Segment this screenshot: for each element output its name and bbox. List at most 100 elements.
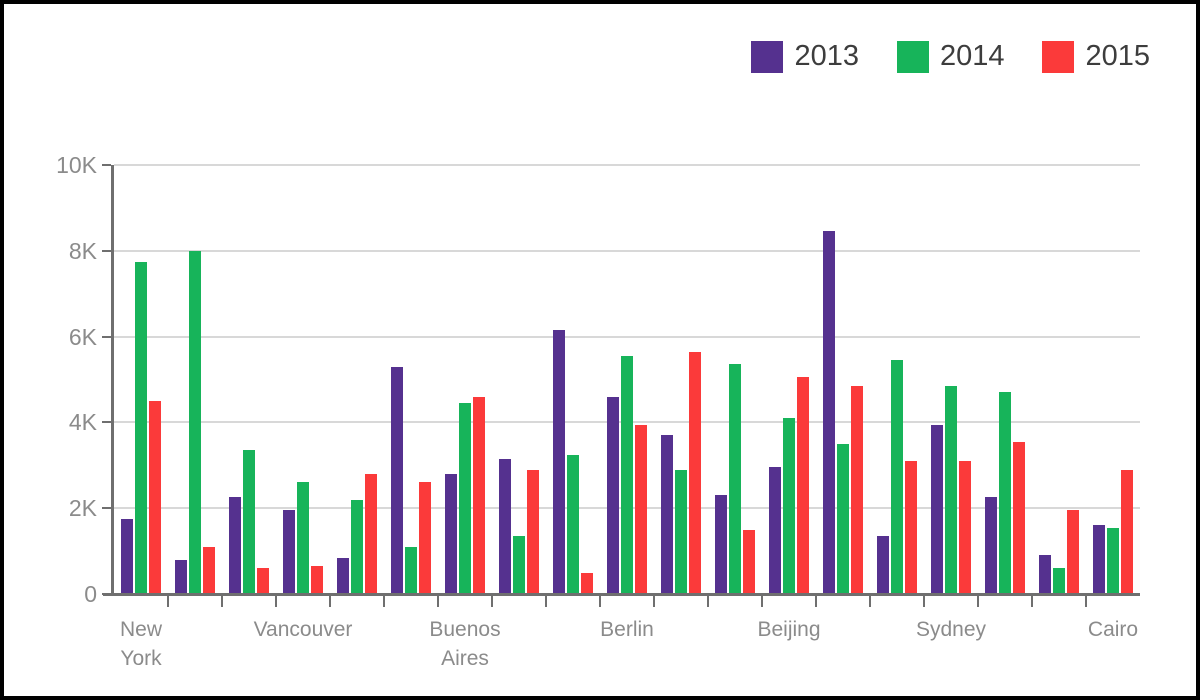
bar-2014-New York[interactable]: [135, 262, 147, 594]
bar-2014-Sydney[interactable]: [945, 386, 957, 594]
bar-2014-col-15[interactable]: [891, 360, 903, 594]
bar-2013-col-15[interactable]: [877, 536, 889, 594]
bar-2013-Beijing[interactable]: [769, 467, 781, 594]
bar-2013-col-14[interactable]: [823, 231, 835, 594]
category-group-col-6: [384, 165, 438, 594]
bar-2014-col-17[interactable]: [999, 392, 1011, 594]
bar-2014-Beijing[interactable]: [783, 418, 795, 594]
legend-swatch-2013: [751, 40, 784, 73]
legend-label-2015: 2015: [1085, 40, 1150, 72]
x-axis-line: [103, 593, 1140, 596]
bar-2014-col-2[interactable]: [189, 251, 201, 594]
category-group-col-8: [492, 165, 546, 594]
category-group-Cairo: [1086, 165, 1140, 594]
bar-2015-Beijing[interactable]: [797, 377, 809, 594]
x-axis-tick-7: [491, 596, 493, 607]
bar-2015-New York[interactable]: [149, 401, 161, 594]
x-axis-tick-4: [329, 596, 331, 607]
x-axis-label-Buenos Aires: Buenos Aires: [429, 618, 501, 670]
bar-2013-col-18[interactable]: [1039, 555, 1051, 594]
bar-2013-col-9[interactable]: [553, 330, 565, 594]
x-axis-tick-13: [815, 596, 817, 607]
legend-item-2014[interactable]: 2014: [896, 40, 1005, 73]
bar-2015-col-9[interactable]: [581, 573, 593, 594]
bar-2014-Vancouver[interactable]: [297, 482, 309, 594]
x-axis-label-New York: New York: [119, 618, 162, 670]
x-axis-tick-9: [599, 596, 601, 607]
y-axis-label-4K: 4K: [68, 409, 97, 436]
bar-2013-New York[interactable]: [121, 519, 133, 594]
bar-2015-col-3[interactable]: [257, 568, 269, 594]
bar-2014-col-14[interactable]: [837, 444, 849, 594]
bar-2014-col-18[interactable]: [1053, 568, 1065, 594]
x-axis-label-Sydney: Sydney: [915, 618, 987, 641]
y-axis-label-6K: 6K: [68, 323, 97, 350]
bar-2014-col-3[interactable]: [243, 450, 255, 594]
bar-2014-Cairo[interactable]: [1107, 528, 1119, 594]
category-group-col-12: [708, 165, 762, 594]
bar-2013-col-17[interactable]: [985, 497, 997, 594]
bar-2013-col-2[interactable]: [175, 560, 187, 594]
bar-2015-Cairo[interactable]: [1121, 470, 1133, 594]
x-axis-label-Cairo: Cairo: [1087, 618, 1139, 641]
bar-2013-Buenos Aires[interactable]: [445, 474, 457, 594]
bar-2015-Buenos Aires[interactable]: [473, 397, 485, 594]
legend-item-2013[interactable]: 2013: [751, 40, 859, 73]
y-axis-tick-6K: [102, 335, 111, 338]
bar-2013-col-5[interactable]: [337, 558, 349, 594]
category-group-Vancouver: [276, 165, 330, 594]
bar-2013-col-11[interactable]: [661, 435, 673, 594]
category-group-col-3: [222, 165, 276, 594]
bar-2015-Berlin[interactable]: [635, 425, 647, 594]
bar-2013-col-6[interactable]: [391, 367, 403, 594]
bar-2015-col-14[interactable]: [851, 386, 863, 594]
bar-2013-col-8[interactable]: [499, 459, 511, 594]
bar-2014-Buenos Aires[interactable]: [459, 403, 471, 594]
bar-2015-col-11[interactable]: [689, 352, 701, 594]
bar-2013-col-12[interactable]: [715, 495, 727, 594]
x-axis-tick-17: [1031, 596, 1033, 607]
bar-2015-col-8[interactable]: [527, 470, 539, 594]
bar-2013-col-3[interactable]: [229, 497, 241, 594]
x-axis-tick-8: [545, 596, 547, 607]
x-axis-label-Beijing: Beijing: [757, 618, 821, 641]
y-axis-label-10K: 10K: [56, 152, 97, 178]
bar-2013-Berlin[interactable]: [607, 397, 619, 594]
y-axis-line: [111, 165, 114, 596]
bar-2015-col-12[interactable]: [743, 530, 755, 594]
bar-2013-Cairo[interactable]: [1093, 525, 1105, 594]
bar-2014-Berlin[interactable]: [621, 356, 633, 594]
legend-item-2015[interactable]: 2015: [1042, 40, 1150, 73]
bar-2014-col-8[interactable]: [513, 536, 525, 594]
legend-label-2014: 2014: [939, 40, 1005, 72]
bar-2014-col-12[interactable]: [729, 364, 741, 594]
legend-swatch-2015: [1042, 40, 1075, 73]
y-axis-tick-8K: [102, 249, 111, 252]
legend-swatch-2014: [896, 40, 929, 73]
bar-2015-col-5[interactable]: [365, 474, 377, 594]
category-group-col-17: [978, 165, 1032, 594]
bar-2015-col-18[interactable]: [1067, 510, 1079, 594]
category-group-col-11: [654, 165, 708, 594]
bar-2015-col-2[interactable]: [203, 547, 215, 594]
bar-2015-col-15[interactable]: [905, 461, 917, 594]
bar-2014-col-6[interactable]: [405, 547, 417, 594]
x-axis-tick-2: [221, 596, 223, 607]
x-axis-tick-15: [923, 596, 925, 607]
bar-2015-Vancouver[interactable]: [311, 566, 323, 594]
bar-2015-Sydney[interactable]: [959, 461, 971, 594]
bar-2014-col-5[interactable]: [351, 500, 363, 594]
x-axis-tick-5: [383, 596, 385, 607]
category-group-col-9: [546, 165, 600, 594]
bar-2013-Vancouver[interactable]: [283, 510, 295, 594]
bar-2013-Sydney[interactable]: [931, 425, 943, 594]
y-axis-tick-2K: [102, 507, 111, 510]
category-group-col-18: [1032, 165, 1086, 594]
bar-2014-col-11[interactable]: [675, 470, 687, 594]
category-group-Sydney: [924, 165, 978, 594]
bar-2015-col-6[interactable]: [419, 482, 431, 594]
bar-2014-col-9[interactable]: [567, 455, 579, 594]
x-axis-tick-3: [275, 596, 277, 607]
bar-2015-col-17[interactable]: [1013, 442, 1025, 594]
